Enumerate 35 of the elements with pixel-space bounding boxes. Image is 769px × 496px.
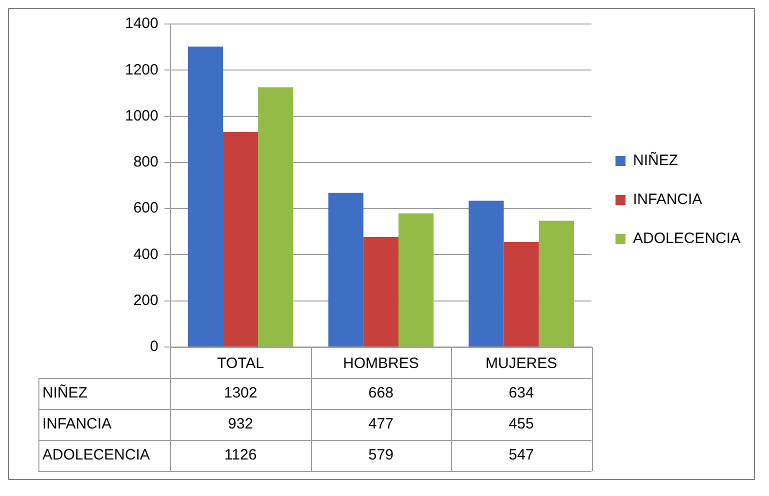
y-tick-label: 600 [133, 200, 158, 217]
bar [223, 132, 258, 346]
x-tick-label: TOTAL [217, 355, 264, 372]
legend-label: NIÑEZ [633, 151, 678, 170]
data-label: 932 [228, 416, 254, 433]
legend-label: ADOLECENCIA [633, 230, 741, 248]
y-tick-label: 800 [133, 154, 158, 171]
bar [328, 192, 364, 346]
data-label: 668 [368, 384, 394, 402]
y-tick-label: 200 [133, 292, 158, 309]
data-label: 579 [368, 446, 394, 464]
text: ADOLECENCIA [42, 446, 150, 464]
bar [188, 46, 224, 346]
y-tick-label: 1000 [124, 107, 158, 124]
bar [258, 87, 294, 346]
data-label: 547 [508, 446, 534, 464]
bar [363, 236, 398, 346]
text: INFANCIA [42, 416, 112, 433]
bar [504, 242, 539, 346]
x-tick-label: MUJERES [485, 355, 558, 372]
legend-label: INFANCIA [633, 191, 702, 208]
text: NIÑEZ [42, 384, 88, 402]
data-label: 455 [508, 416, 534, 433]
bar [538, 220, 574, 346]
bar [468, 200, 504, 346]
y-tick-label: 0 [150, 338, 158, 356]
bar [398, 213, 434, 346]
data-label: 1302 [224, 384, 258, 402]
y-tick-label: 400 [133, 246, 158, 263]
data-label: 477 [368, 416, 394, 433]
y-tick-label: 1200 [124, 61, 158, 78]
x-tick-label: HOMBRES [343, 355, 419, 372]
y-tick-label: 1400 [124, 15, 158, 32]
data-label: 634 [508, 384, 534, 402]
data-label: 1126 [224, 446, 257, 464]
